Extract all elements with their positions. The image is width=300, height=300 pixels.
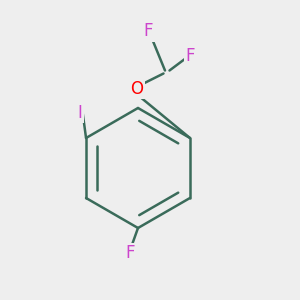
Text: I: I [77,103,82,122]
Text: F: F [126,244,135,262]
Text: O: O [130,80,143,98]
Text: F: F [144,22,153,40]
Text: F: F [186,46,195,64]
